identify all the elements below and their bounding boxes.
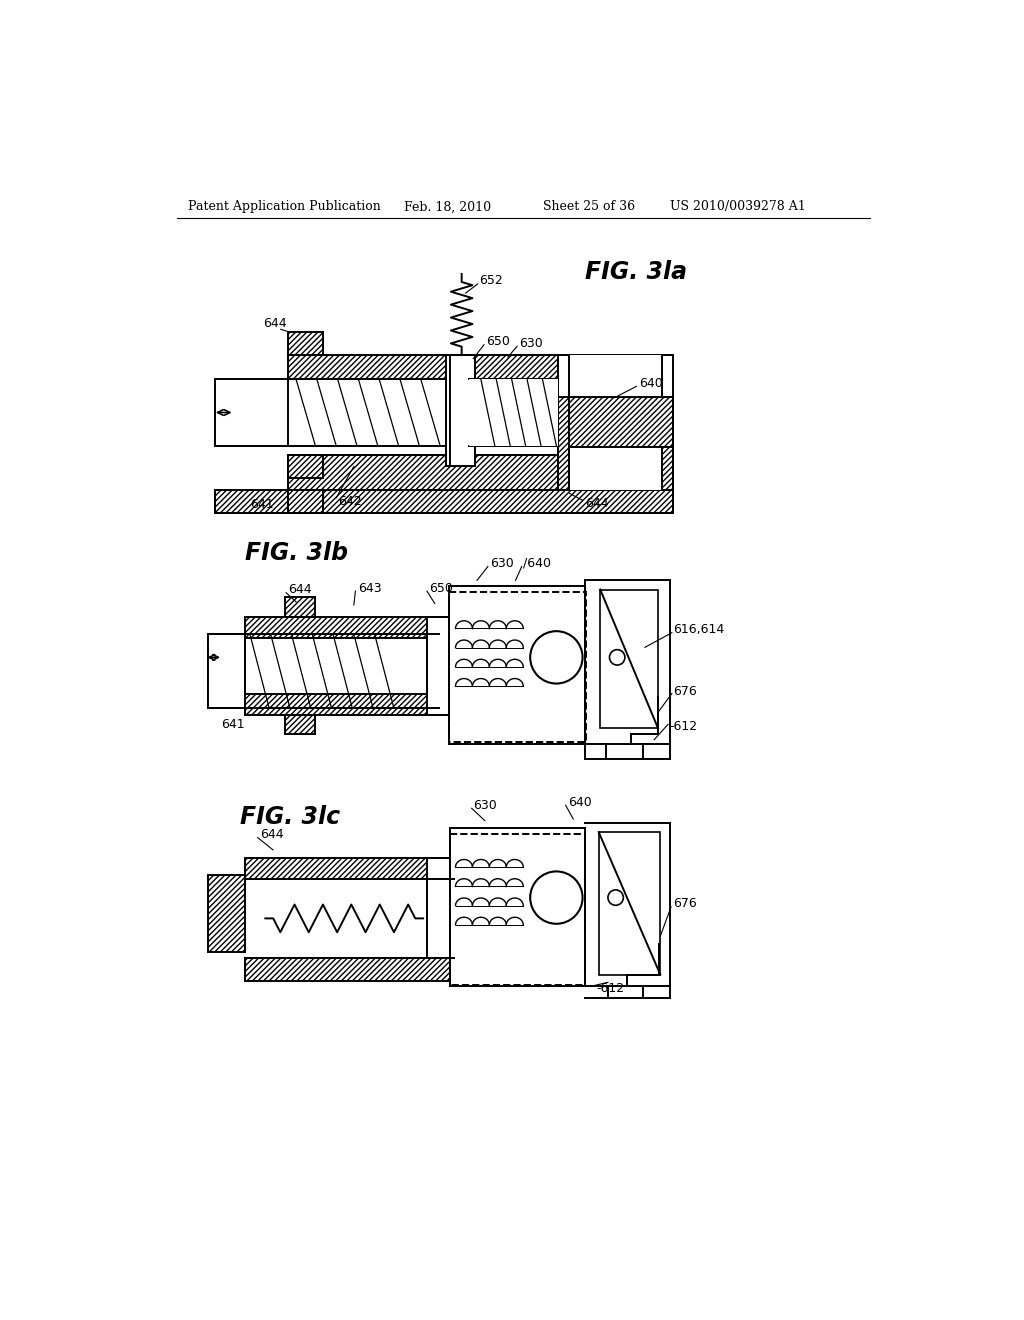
Bar [469,379,558,446]
Bar [289,455,558,490]
Bar [245,616,483,638]
Bar [289,455,323,478]
Text: 644: 644 [263,317,287,330]
Text: 640: 640 [639,376,663,389]
Bar [285,715,315,734]
Text: FIG. 3la: FIG. 3la [585,260,687,284]
Text: FIG. 3lb: FIG. 3lb [245,541,347,565]
Text: 630: 630 [519,337,543,350]
Bar [451,834,585,985]
Text: 640: 640 [568,796,592,809]
Text: 650: 650 [486,335,510,348]
Text: 676: 676 [674,685,697,698]
Bar [569,355,662,397]
Text: /640: /640 [523,557,551,570]
Text: 644: 644 [289,583,312,597]
Bar [449,591,586,742]
Bar [446,355,469,466]
Text: 652: 652 [479,273,503,286]
Bar [208,635,245,708]
Bar [599,832,660,974]
Bar [245,958,483,981]
Bar [289,331,323,355]
Bar [208,874,245,952]
Text: 641: 641 [250,499,273,511]
Bar [600,590,658,729]
Text: 676: 676 [674,898,697,911]
Text: US 2010/0039278 A1: US 2010/0039278 A1 [670,201,805,214]
Bar [427,616,449,715]
Text: Feb. 18, 2010: Feb. 18, 2010 [403,201,492,214]
Text: 650: 650 [429,582,454,594]
Bar [245,858,483,879]
Bar [289,490,323,512]
Text: 616,614: 616,614 [674,623,725,636]
Bar [451,355,475,466]
Text: Patent Application Publication: Patent Application Publication [188,201,381,214]
Bar [285,597,315,616]
Bar [215,379,289,446]
Text: -612: -612 [670,721,697,733]
Text: Sheet 25 of 36: Sheet 25 of 36 [543,201,635,214]
Bar [569,447,662,490]
Text: FIG. 3lc: FIG. 3lc [240,805,340,829]
Text: 644: 644 [585,496,608,510]
Bar [245,693,483,715]
Bar [289,355,558,379]
Text: 641: 641 [221,718,245,731]
Bar [215,490,674,512]
Text: 642: 642 [339,495,362,508]
Text: 630: 630 [490,557,514,570]
Text: -612: -612 [596,982,625,995]
Bar [208,635,245,708]
Text: 630: 630 [473,799,497,812]
Text: 644: 644 [260,828,284,841]
Text: 643: 643 [357,582,381,594]
Bar [558,397,674,490]
Bar [427,858,451,958]
Bar [285,715,315,734]
